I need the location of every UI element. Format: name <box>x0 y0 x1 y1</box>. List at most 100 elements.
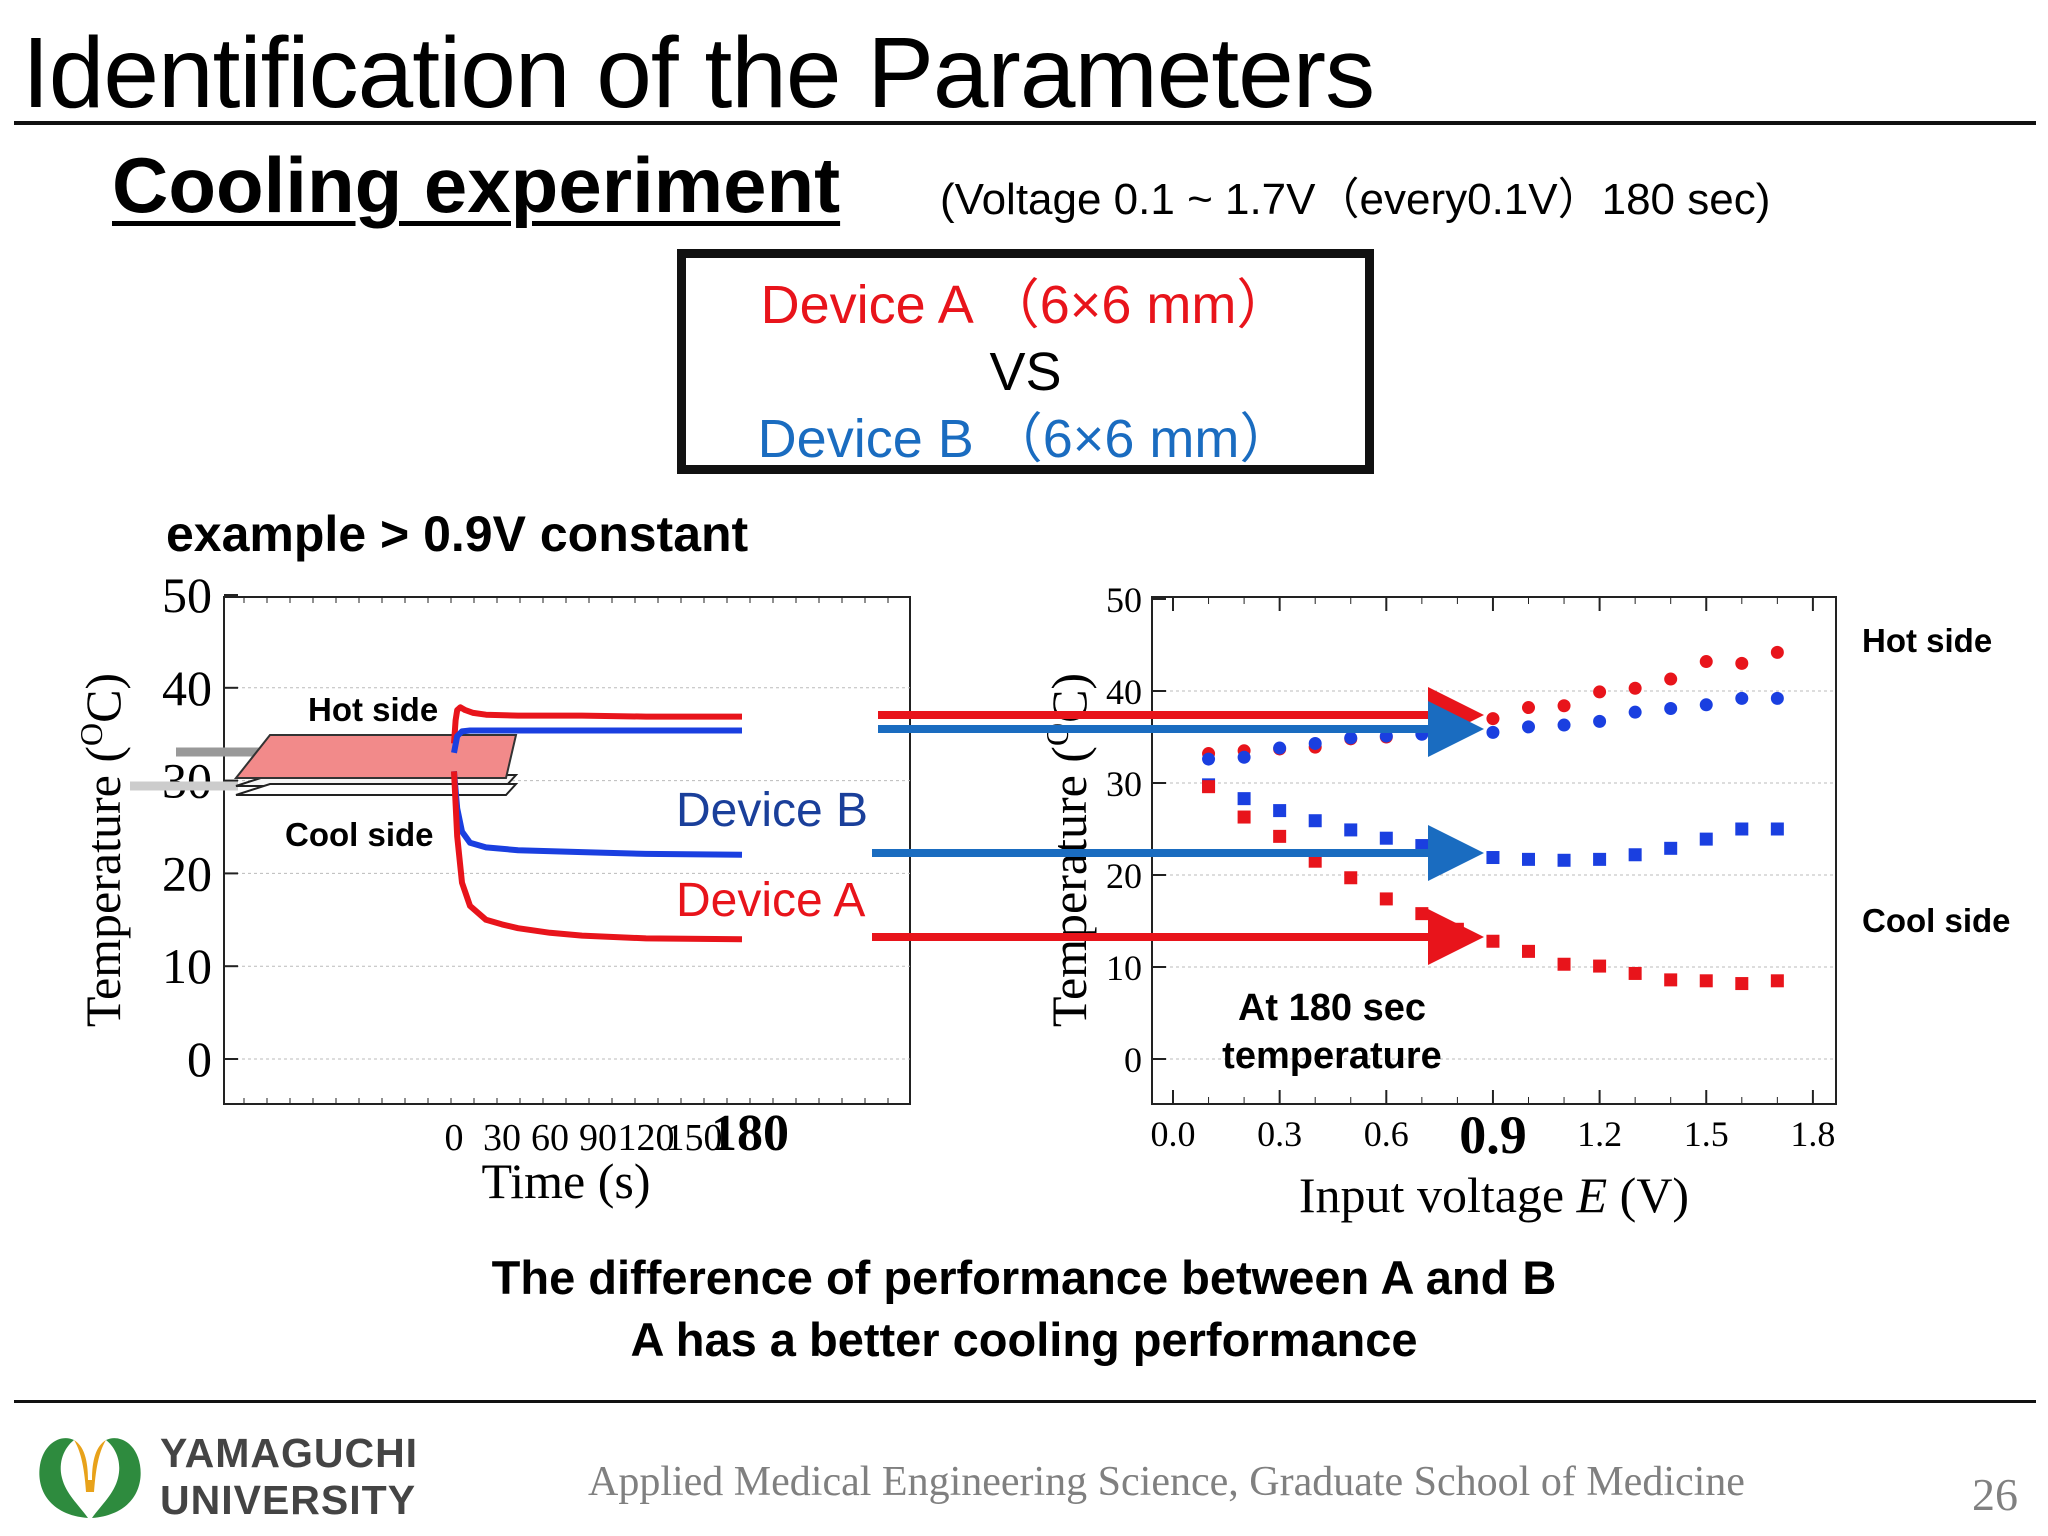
scatter-point <box>1770 974 1784 988</box>
scatter-point <box>1557 699 1571 713</box>
device-a-annotation: Device A <box>676 874 865 927</box>
voltage-chart-ytick-label: 30 <box>1106 764 1142 804</box>
scatter-point <box>1344 731 1358 745</box>
scatter-point <box>1557 718 1571 732</box>
scatter-point <box>1557 853 1571 867</box>
scatter-point <box>1202 780 1216 794</box>
department-name: Applied Medical Engineering Science, Gra… <box>588 1459 1745 1505</box>
scatter-point <box>1379 892 1393 906</box>
scatter-point <box>1770 691 1784 705</box>
voltage-chart-ytick-label: 40 <box>1106 672 1142 712</box>
scatter-point <box>1308 854 1322 868</box>
scatter-point <box>1522 701 1535 715</box>
voltage-chart-xlabel: Input voltage E (V) <box>1299 1167 1689 1223</box>
section-heading: Cooling experiment <box>112 141 841 229</box>
scatter-point <box>1522 944 1535 958</box>
scatter-point <box>1522 720 1535 734</box>
scatter-point <box>1735 656 1749 670</box>
module-layer <box>235 783 519 796</box>
time-series-line <box>451 727 742 754</box>
device-a-label: Device A （6×6 mm） <box>760 275 1291 335</box>
hot-side-label: Hot side <box>308 691 438 728</box>
university-name: YAMAGUCHI UNIVERSITY <box>160 1430 418 1524</box>
slide-title: Identification of the Parameters <box>22 17 1375 129</box>
scatter-point <box>1415 839 1429 853</box>
time-chart-xtick-label: 60 <box>531 1117 569 1159</box>
scatter-point <box>1628 681 1642 695</box>
scatter-point <box>1237 792 1251 806</box>
voltage-chart-ytick-label: 50 <box>1106 580 1142 620</box>
ylabel-part: Temperature ( <box>1041 746 1097 1027</box>
time-chart-xlabel: Time (s) <box>481 1153 650 1209</box>
time-chart-ylabel: Temperature (OC) <box>73 673 131 1027</box>
ylabel-part: C) <box>75 673 131 723</box>
scatter-point <box>1735 977 1749 991</box>
voltage-chart-ytick-label: 10 <box>1106 948 1142 988</box>
transfer-arrows <box>872 687 1484 965</box>
scatter-point <box>1770 822 1784 836</box>
time-chart-ytick-label: 0 <box>187 1031 212 1087</box>
device-b-label: Device B （6×6 mm） <box>757 409 1294 469</box>
time-chart-ytick-label: 10 <box>162 938 212 994</box>
summary-line-2: A has a better cooling performance <box>630 1313 1418 1366</box>
scatter-point <box>1593 852 1607 866</box>
time-chart-ytick-label: 40 <box>162 660 212 716</box>
scatter-point <box>1237 750 1251 764</box>
time-chart-xtick-label: 90 <box>579 1117 617 1159</box>
scatter-point <box>1273 829 1287 843</box>
at-180-label: At 180 sec <box>1238 987 1426 1029</box>
voltage-chart-xtick-label: 1.5 <box>1684 1114 1729 1154</box>
time-chart-xtick-label: 150 <box>666 1117 723 1159</box>
xlabel-part: (V) <box>1607 1167 1689 1223</box>
scatter-point <box>1699 974 1713 988</box>
scatter-point <box>1664 701 1678 715</box>
module-hot-plate <box>233 734 518 779</box>
time-chart-xtick-label: 180 <box>711 1105 789 1162</box>
vs-label: VS <box>989 342 1062 402</box>
scatter-point <box>1344 871 1358 885</box>
scatter-point <box>1557 957 1571 971</box>
scatter-point <box>1273 741 1287 755</box>
university-line-2: UNIVERSITY <box>160 1477 417 1523</box>
scatter-point <box>1593 685 1607 699</box>
cool-side-side-label: Cool side <box>1862 902 2011 939</box>
scatter-point <box>1699 655 1713 669</box>
university-line-1: YAMAGUCHI <box>160 1430 419 1476</box>
scatter-point <box>1273 804 1287 818</box>
voltage-chart-xtick-label: 0.3 <box>1257 1114 1302 1154</box>
scatter-point <box>1699 832 1713 846</box>
voltage-chart-ytick-label: 0 <box>1124 1040 1142 1080</box>
voltage-chart-xtick-label: 0.9 <box>1459 1105 1527 1165</box>
xlabel-part: Input voltage <box>1299 1167 1577 1223</box>
voltage-chart-xtick-label: 1.2 <box>1577 1114 1622 1154</box>
scatter-point <box>1486 712 1500 726</box>
voltage-chart-xtick-label: 1.8 <box>1790 1114 1835 1154</box>
time-chart-ytick-label: 20 <box>162 845 212 901</box>
time-chart-ytick-label: 50 <box>162 567 212 623</box>
summary-line-1: The difference of performance between A … <box>491 1251 1557 1304</box>
scatter-point <box>1415 907 1429 921</box>
scatter-point <box>1664 973 1678 987</box>
time-chart-xtick-label: 30 <box>483 1117 521 1159</box>
ylabel-part: Temperature ( <box>75 746 131 1027</box>
scatter-point <box>1522 852 1535 866</box>
voltage-chart-xtick-label: 0.6 <box>1364 1114 1409 1154</box>
scatter-point <box>1735 691 1749 705</box>
scatter-point <box>1237 810 1251 824</box>
voltage-chart-xtick-label: 0.0 <box>1151 1114 1196 1154</box>
scatter-point <box>1344 823 1358 837</box>
scatter-point <box>1593 959 1607 973</box>
experiment-conditions: (Voltage 0.1 ~ 1.7V（every0.1V）180 sec) <box>940 175 1771 224</box>
scatter-point <box>1664 841 1678 855</box>
scatter-point <box>1379 831 1393 845</box>
voltage-chart-ytick-label: 20 <box>1106 856 1142 896</box>
xlabel-part: E <box>1576 1167 1608 1223</box>
ylabel-superscript: O <box>73 723 109 746</box>
example-label: example > 0.9V constant <box>166 506 749 562</box>
scatter-point <box>1308 736 1322 750</box>
scatter-point <box>1628 966 1642 980</box>
scatter-point <box>1699 698 1713 712</box>
scatter-point <box>1486 934 1500 948</box>
at-180-label: temperature <box>1222 1035 1442 1077</box>
